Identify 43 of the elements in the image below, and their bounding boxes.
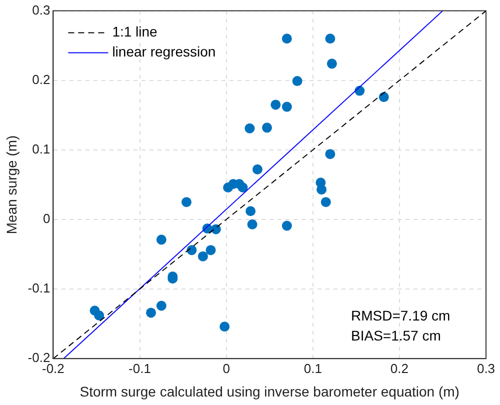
x-tick-label: 0.2 bbox=[390, 360, 408, 376]
point bbox=[146, 308, 156, 318]
legend-label: 1:1 line bbox=[112, 24, 158, 40]
point bbox=[316, 184, 327, 195]
point bbox=[220, 322, 230, 332]
point bbox=[94, 310, 104, 320]
point bbox=[246, 206, 256, 216]
point bbox=[325, 34, 336, 44]
x-tick-label: 0 bbox=[222, 360, 230, 376]
point bbox=[262, 122, 272, 133]
x-tick-label: 0.3 bbox=[476, 360, 496, 376]
y-tick-label: 0 bbox=[42, 211, 50, 226]
point bbox=[292, 76, 302, 86]
point bbox=[320, 197, 331, 208]
point bbox=[247, 219, 258, 230]
x-axis-title: Storm surge calculated using inverse barometer equation (m) bbox=[80, 383, 460, 400]
point bbox=[270, 100, 281, 110]
y-tick-label: 0.1 bbox=[32, 142, 50, 156]
point bbox=[156, 234, 166, 245]
point bbox=[378, 92, 389, 102]
x-tick-label: 0.1 bbox=[304, 360, 322, 376]
point bbox=[282, 34, 292, 44]
x-tick-label: -0.1 bbox=[128, 360, 151, 376]
point bbox=[186, 245, 197, 256]
point bbox=[156, 300, 166, 311]
point bbox=[206, 245, 216, 256]
point bbox=[198, 251, 208, 262]
y-tick-label: -0.1 bbox=[28, 280, 50, 296]
y-tick-label: 0.2 bbox=[32, 72, 50, 87]
point bbox=[182, 197, 192, 208]
annotation: RMSD=7.19 cm bbox=[351, 307, 450, 324]
point bbox=[282, 220, 292, 231]
point bbox=[244, 123, 255, 134]
y-axis-title: Mean surge (m) bbox=[3, 135, 20, 234]
point bbox=[326, 58, 337, 69]
point bbox=[325, 149, 336, 160]
legend-label: linear regression bbox=[112, 44, 216, 60]
point bbox=[210, 224, 221, 234]
y-tick-label: 0.3 bbox=[32, 2, 50, 18]
point bbox=[282, 102, 292, 112]
annotation: BIAS=1.57 cm bbox=[351, 327, 441, 344]
point bbox=[238, 182, 248, 192]
point bbox=[252, 164, 262, 174]
